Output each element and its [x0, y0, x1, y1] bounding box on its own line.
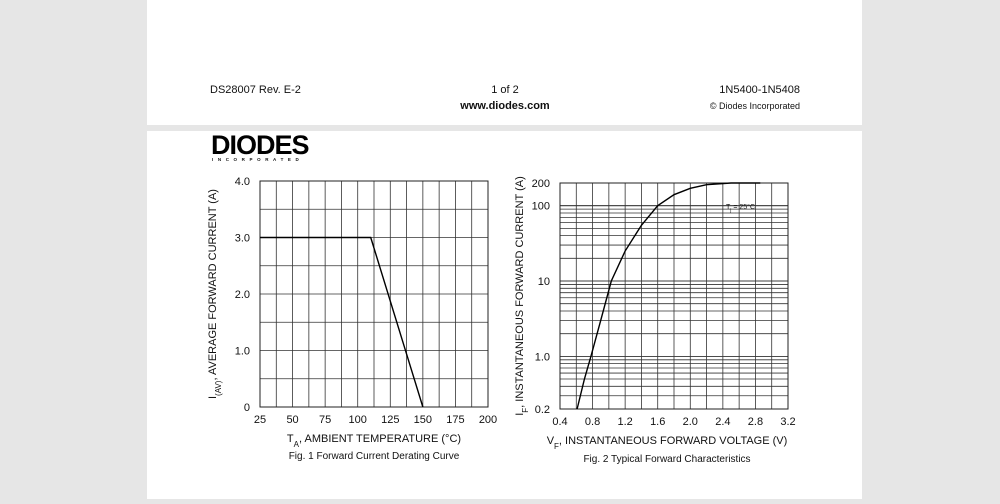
symbol: V [547, 435, 555, 447]
label-text: = 25°C [731, 203, 755, 211]
doc-id: DS28007 Rev. E-2 [210, 84, 301, 96]
label-text: , AVERAGE FORWARD CURRENT (A) [207, 189, 219, 381]
y-tick-label: 10 [538, 276, 550, 288]
caption: Fig. 2 Typical Forward Characteristics [583, 454, 750, 465]
x-tick-label: 125 [381, 414, 399, 426]
url: www.diodes.com [459, 100, 550, 112]
symbol: T [726, 204, 731, 211]
logo-sub: INCORPORATED [212, 157, 303, 162]
y-tick-label: 0 [244, 402, 250, 414]
page-sheet [147, 131, 862, 499]
page-number: 1 of 2 [491, 84, 519, 96]
label-text: , INSTANTANEOUS FORWARD CURRENT (A) [514, 176, 526, 408]
x-tick-label: 3.2 [780, 416, 795, 428]
label-text: , INSTANTANEOUS FORWARD VOLTAGE (V) [559, 435, 787, 447]
y-tick-label: 0.2 [535, 404, 550, 416]
x-axis-label: VF, INSTANTANEOUS FORWARD VOLTAGE (V) [547, 435, 788, 451]
copyright: © Diodes Incorporated [710, 101, 800, 111]
annotation: Tj = 25°C [726, 203, 755, 214]
x-tick-label: 75 [319, 414, 331, 426]
subscript: j [729, 208, 731, 214]
x-tick-label: 150 [414, 414, 432, 426]
x-tick-label: 2.4 [715, 416, 730, 428]
y-tick-label: 100 [532, 201, 550, 213]
x-tick-label: 50 [286, 414, 298, 426]
x-tick-label: 100 [349, 414, 367, 426]
y-tick-label: 2.0 [235, 289, 250, 301]
plot-frame [259, 180, 489, 408]
x-tick-label: 200 [479, 414, 497, 426]
y-tick-label: 200 [532, 178, 550, 190]
x-tick-label: 175 [446, 414, 464, 426]
symbol: T [287, 433, 294, 445]
y-tick-label: 1.0 [235, 346, 250, 358]
symbol: I [207, 396, 219, 399]
plot-frame [559, 182, 789, 410]
y-tick-label: 4.0 [235, 176, 250, 188]
label-text: , AMBIENT TEMPERATURE (°C) [299, 433, 461, 445]
part-number: 1N5400-1N5408 [719, 84, 800, 96]
caption: Fig. 1 Forward Current Derating Curve [289, 451, 460, 462]
y-axis-label: IF, INSTANTANEOUS FORWARD CURRENT (A) [514, 176, 530, 416]
x-axis-label: TA, AMBIENT TEMPERATURE (°C) [287, 433, 461, 449]
logo: DIODES [211, 130, 309, 160]
subscript: F [521, 408, 530, 413]
subscript: (AV) [214, 380, 223, 396]
subscript: F [554, 442, 559, 451]
x-tick-label: 0.8 [585, 416, 600, 428]
y-axis-label: I(AV), AVERAGE FORWARD CURRENT (A) [207, 189, 223, 399]
x-tick-label: 2.0 [683, 416, 698, 428]
x-tick-label: 25 [254, 414, 266, 426]
x-tick-label: 0.4 [552, 416, 567, 428]
x-tick-label: 1.6 [650, 416, 665, 428]
page-sheet [147, 0, 862, 125]
subscript: A [294, 440, 300, 449]
symbol: I [514, 413, 526, 416]
y-tick-label: 1.0 [535, 351, 550, 363]
data-line [576, 182, 761, 410]
x-tick-label: 1.2 [617, 416, 632, 428]
x-tick-label: 2.8 [748, 416, 763, 428]
data-line [260, 236, 424, 408]
y-tick-label: 3.0 [235, 233, 250, 245]
